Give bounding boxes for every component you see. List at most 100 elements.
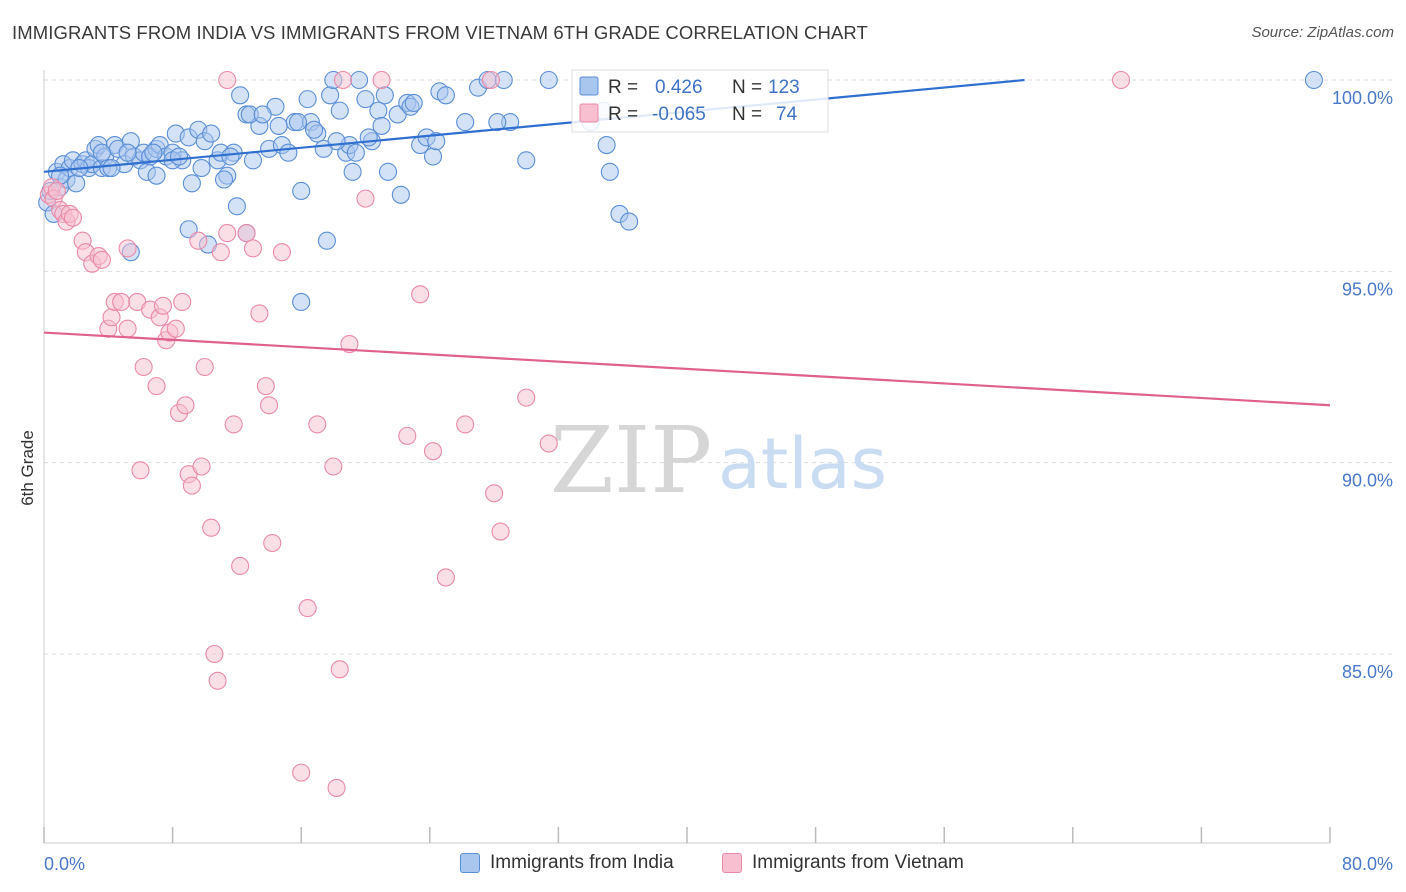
vietnam-point [173, 292, 192, 311]
vietnam-point [237, 224, 256, 243]
india-point [288, 113, 308, 132]
vietnam-point [256, 377, 275, 396]
india-point [269, 116, 288, 135]
india-point [279, 143, 298, 162]
india-point [102, 158, 121, 178]
vietnam-point [205, 644, 224, 664]
vietnam-point [192, 457, 211, 476]
chart-title: IMMIGRANTS FROM INDIA VS IMMIGRANTS FROM… [12, 22, 868, 43]
stats-legend: R = 0.426 N = 123 R = -0.065 N = 74 [571, 69, 829, 133]
vietnam-point [176, 396, 195, 415]
vietnam-trend-line [43, 331, 1331, 407]
y-tick-label: 90.0% [1342, 471, 1393, 491]
india-point [404, 93, 423, 113]
vietnam-point [224, 415, 243, 434]
vietnam-point [218, 70, 237, 90]
vietnam-point [208, 671, 227, 690]
vietnam-point [308, 415, 327, 434]
india-r-value: 0.426 [655, 77, 703, 98]
y-axis-label: 6th Grade [18, 430, 37, 506]
india-point [423, 147, 443, 166]
vietnam-point [118, 319, 137, 338]
india-point [292, 181, 311, 201]
india-point [243, 151, 263, 170]
legend-swatch-india [460, 853, 480, 873]
vietnam-point [411, 285, 430, 304]
india-point [359, 128, 378, 147]
vietnam-points [39, 70, 1131, 797]
india-point [182, 174, 201, 193]
india-point [169, 147, 189, 166]
legend-item-vietnam: Immigrants from Vietnam [722, 852, 964, 874]
y-tick-label: 85.0% [1342, 662, 1393, 682]
india-r-label: R = [608, 77, 638, 98]
india-point [253, 105, 272, 124]
vietnam-point [118, 239, 137, 258]
vietnam-point [259, 396, 279, 415]
vietnam-point [263, 533, 282, 553]
india-point [356, 90, 375, 109]
watermark: ZIP atlas [550, 407, 887, 514]
x-tick-label-max: 80.0% [1342, 854, 1393, 874]
india-point [67, 174, 86, 193]
vietnam-point [423, 442, 443, 461]
vietnam-point [102, 308, 121, 327]
vietnam-point [324, 457, 343, 476]
vietnam-point [340, 334, 359, 354]
vietnam-point [182, 476, 201, 495]
vietnam-point [456, 415, 475, 434]
vietnam-point [298, 599, 317, 618]
vietnam-point [327, 778, 346, 797]
vietnam-point [195, 357, 214, 377]
vietnam-point [211, 243, 230, 262]
vietnam-r-label: R = [608, 104, 638, 125]
legend-item-india: Immigrants from India [460, 852, 674, 874]
india-point [92, 143, 111, 162]
india-point [372, 116, 391, 135]
bottom-legend: Immigrants from India Immigrants from Vi… [0, 850, 1406, 880]
india-point [427, 132, 446, 151]
india-point [327, 132, 346, 151]
y-tick-label: 95.0% [1342, 279, 1393, 299]
legend-label-india: Immigrants from India [490, 852, 674, 873]
watermark-atlas: atlas [718, 423, 887, 505]
vietnam-point [436, 568, 455, 587]
india-point [343, 162, 362, 181]
india-point [192, 158, 211, 178]
india-point [214, 170, 234, 189]
india-point [202, 124, 221, 143]
vietnam-point [372, 70, 391, 90]
vietnam-point [134, 357, 153, 377]
india-point [488, 113, 507, 132]
india-point [375, 86, 394, 105]
stats-legend-box [571, 69, 829, 133]
vietnam-point [63, 208, 82, 227]
vietnam-point [292, 763, 311, 782]
vietnam-point [231, 556, 250, 576]
vietnam-point [539, 434, 558, 453]
india-point [369, 101, 388, 120]
vietnam-point [147, 377, 166, 396]
vietnam-point [47, 181, 66, 201]
vietnam-point [218, 224, 237, 243]
vietnam-point [272, 243, 291, 262]
india-point [227, 197, 246, 216]
vietnam-n-label: N = [732, 104, 762, 125]
india-point [346, 143, 365, 162]
legend-swatch-vietnam [722, 853, 742, 873]
india-point [378, 162, 398, 181]
india-point [231, 86, 250, 105]
india-point [147, 166, 166, 185]
india-point [292, 292, 311, 311]
vietnam-point [131, 461, 150, 480]
vietnam-point [485, 484, 504, 503]
india-point [391, 185, 410, 204]
vietnam-point [166, 319, 185, 338]
india-point [305, 120, 324, 139]
india-point [436, 86, 455, 105]
vietnam-point [112, 292, 131, 311]
india-point [321, 86, 340, 105]
vietnam-point [250, 304, 269, 323]
india-point [317, 231, 336, 250]
india-point [118, 143, 137, 162]
